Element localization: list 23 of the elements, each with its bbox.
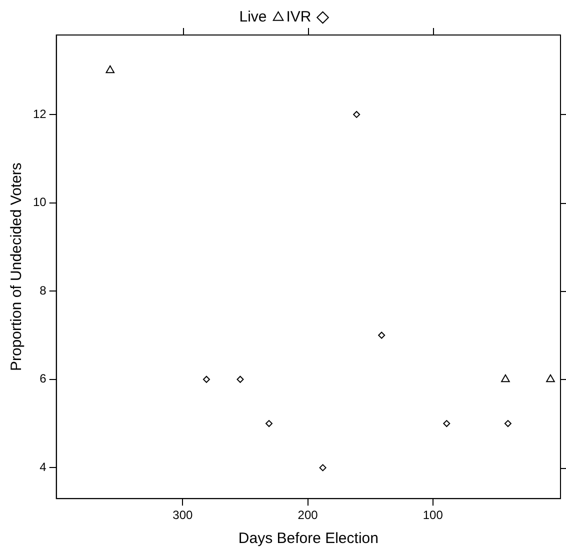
point bbox=[266, 420, 273, 428]
y-tick-label: 10 bbox=[32, 195, 47, 210]
x-tick-label: 300 bbox=[172, 508, 194, 522]
legend-label: Live bbox=[239, 8, 267, 26]
y-tick-label: 6 bbox=[40, 372, 47, 386]
x-tick-label: 200 bbox=[298, 508, 318, 522]
x-tick-label: 100 bbox=[422, 508, 444, 522]
legend-label: IVR bbox=[286, 8, 312, 26]
y-axis-title: Proportion of Undecided Voters bbox=[8, 162, 26, 372]
point bbox=[378, 332, 386, 339]
point bbox=[202, 376, 210, 383]
point bbox=[443, 420, 450, 428]
y-tick-label: 12 bbox=[32, 106, 47, 121]
y-tick-label: 4 bbox=[40, 460, 47, 474]
point bbox=[504, 420, 512, 428]
x-axis-title: Days Before Election bbox=[238, 530, 378, 548]
point bbox=[353, 110, 360, 118]
point bbox=[546, 374, 555, 382]
point bbox=[501, 374, 510, 382]
point bbox=[319, 464, 326, 472]
point bbox=[236, 376, 244, 383]
y-tick-label: 8 bbox=[40, 283, 47, 298]
point bbox=[106, 65, 115, 74]
